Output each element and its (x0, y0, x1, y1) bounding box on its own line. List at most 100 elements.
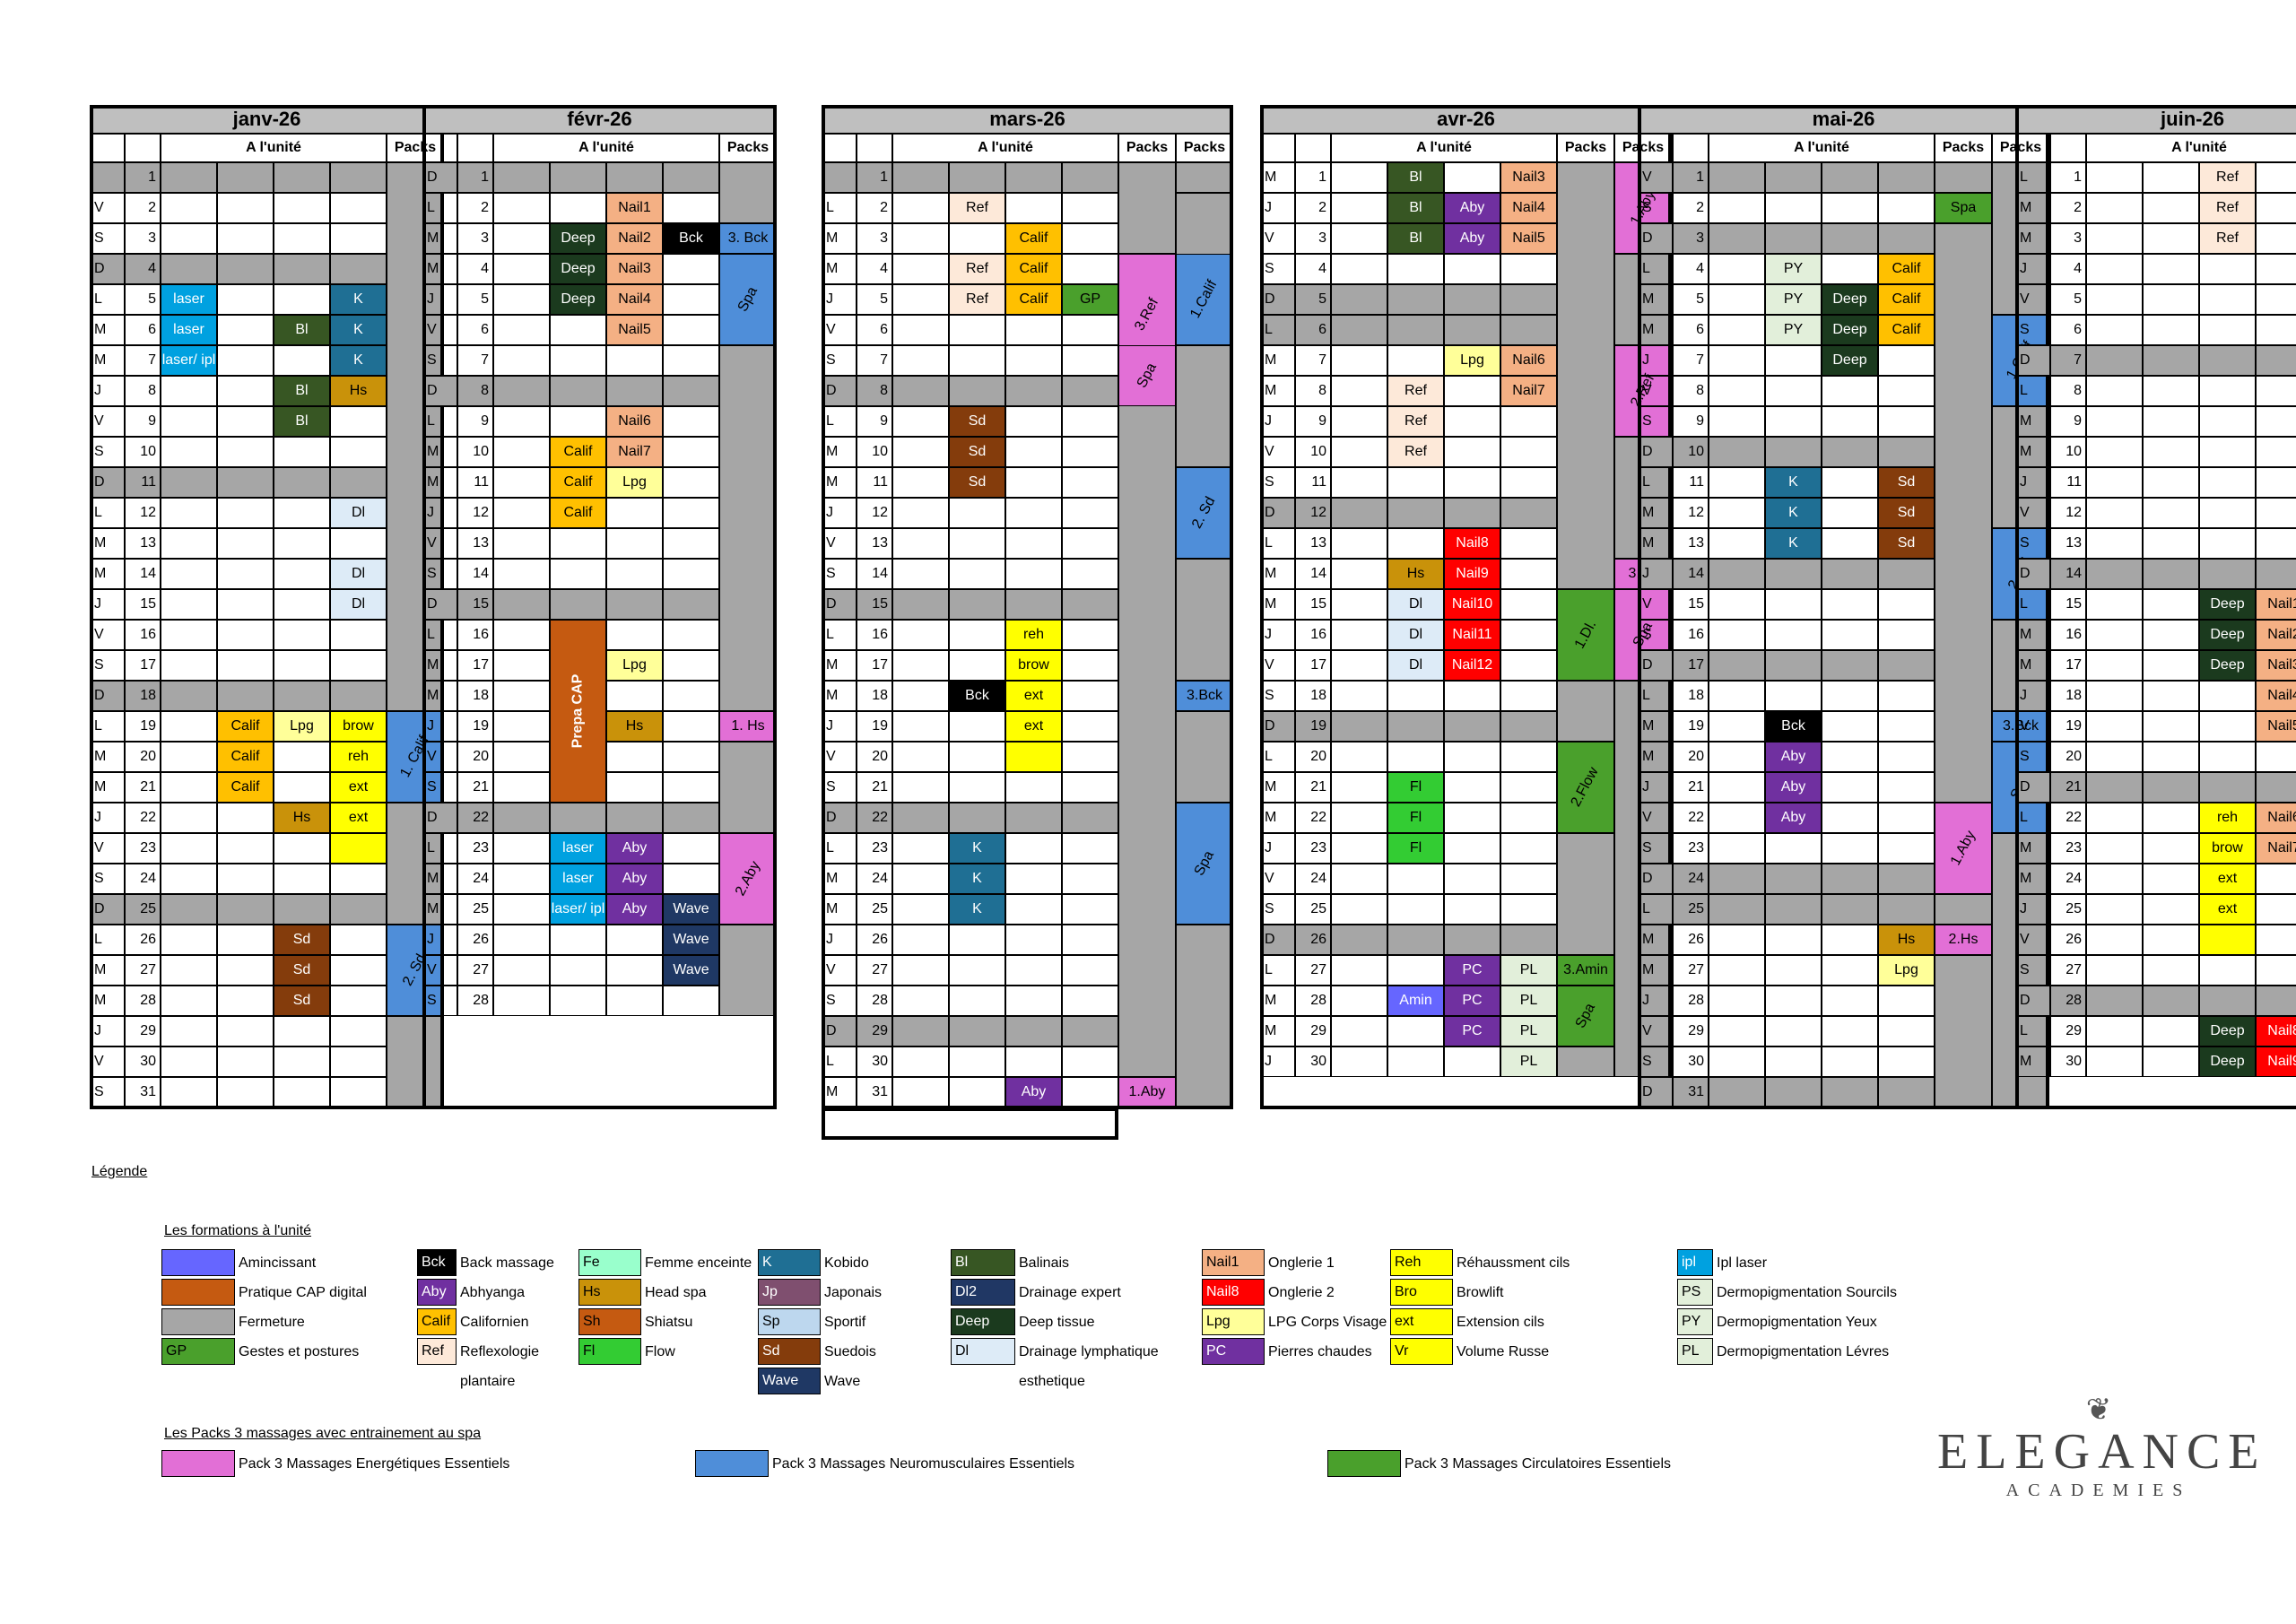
day-letter: V (90, 620, 125, 650)
pack-block: 1.Calif (1176, 254, 1233, 345)
legend-label: Pierres chaudes (1268, 1344, 1372, 1359)
day-letter: L (2015, 162, 2050, 193)
day-number: 31 (1673, 1077, 1709, 1107)
day-number: 7 (1295, 345, 1331, 376)
pack-label: Spa (1950, 200, 1977, 215)
day-letter: L (1260, 955, 1295, 986)
course-cell: PL (1500, 1046, 1557, 1077)
slot-cell (1444, 284, 1500, 315)
slot-cell (1878, 772, 1935, 803)
course-cell: ext (2199, 864, 2256, 894)
slot-cell (949, 345, 1005, 376)
day-number: 20 (125, 742, 161, 772)
course-cell: laser (161, 284, 217, 315)
day-letter: V (90, 193, 125, 223)
slot-cell (1822, 559, 1878, 589)
slot-cell (330, 864, 387, 894)
slot-cell (2086, 345, 2143, 376)
slot-cell (1331, 772, 1387, 803)
day-number: 2 (457, 193, 493, 223)
slot-cell (2086, 589, 2143, 620)
day-letter: J (1638, 559, 1673, 589)
slot-cell (1500, 772, 1557, 803)
day-number: 24 (457, 864, 493, 894)
day-letter: D (2015, 345, 2050, 376)
slot-cell (493, 162, 550, 193)
day-letter: M (822, 437, 857, 467)
slot-cell (1444, 894, 1500, 925)
day-number: 1 (1673, 162, 1709, 193)
day-letter: J (422, 711, 457, 742)
course-cell: laser (161, 315, 217, 345)
day-letter: V (822, 742, 857, 772)
slot-cell (1005, 498, 1062, 528)
slot-cell (663, 681, 719, 711)
course-cell: Calif (550, 437, 606, 467)
slot-cell (1878, 589, 1935, 620)
slot-cell (1822, 406, 1878, 437)
slot-cell (330, 955, 387, 986)
day-number: 7 (2050, 345, 2086, 376)
day-number: 22 (1295, 803, 1331, 833)
slot-cell (2143, 1016, 2199, 1046)
day-number: 31 (125, 1077, 161, 1107)
slot-cell (1500, 528, 1557, 559)
slot-cell (550, 376, 606, 406)
course-cell: Sd (1878, 467, 1935, 498)
day-number: 13 (457, 528, 493, 559)
pack-legend-label: Pack 3 Massages Energétiques Essentiels (239, 1456, 510, 1472)
day-letter: D (822, 803, 857, 833)
slot-cell (1822, 803, 1878, 833)
day-number: 12 (125, 498, 161, 528)
slot-cell (663, 284, 719, 315)
slot-cell (1005, 864, 1062, 894)
slot-cell (274, 467, 330, 498)
day-letter: M (90, 315, 125, 345)
day-number: 23 (857, 833, 892, 864)
course-cell: brow (330, 711, 387, 742)
day-number: 10 (2050, 437, 2086, 467)
day-letter: V (90, 833, 125, 864)
slot-cell (1878, 223, 1935, 254)
day-number: 27 (2050, 955, 2086, 986)
slot-cell (550, 986, 606, 1016)
pack-closed (1176, 711, 1233, 803)
slot-cell (1062, 345, 1118, 376)
day-letter: J (90, 589, 125, 620)
day-number: 16 (125, 620, 161, 650)
course-cell: Bl (274, 406, 330, 437)
day-letter: M (1260, 162, 1295, 193)
slot-cell (1005, 193, 1062, 223)
day-number: 15 (125, 589, 161, 620)
slot-cell (1709, 345, 1765, 376)
day-letter: M (822, 467, 857, 498)
slot-cell (1331, 162, 1387, 193)
slot-cell (1331, 589, 1387, 620)
slot-cell (217, 803, 274, 833)
slot-cell (2256, 559, 2296, 589)
slot-cell (2086, 955, 2143, 986)
slot-cell (663, 162, 719, 193)
slot-cell (892, 589, 949, 620)
month-title: mars-26 (822, 105, 1233, 134)
day-number: 29 (1673, 1016, 1709, 1046)
day-letter: D (1260, 925, 1295, 955)
day-number: 17 (1673, 650, 1709, 681)
pack-legend-swatch (1327, 1450, 1401, 1477)
day-number: 14 (1295, 559, 1331, 589)
pack-block: 1. Calif (387, 711, 444, 803)
day-number: 23 (1295, 833, 1331, 864)
slot-cell (161, 1046, 217, 1077)
day-number: 18 (1295, 681, 1331, 711)
day-letter: D (822, 589, 857, 620)
legend-swatch: PC (1202, 1338, 1265, 1365)
course-cell: Ref (949, 254, 1005, 284)
slot-cell (217, 925, 274, 955)
day-number: 15 (857, 589, 892, 620)
course-cell: Sd (274, 925, 330, 955)
legend-label: Abhyanga (460, 1285, 526, 1300)
slot-cell (2086, 559, 2143, 589)
slot-cell (2143, 315, 2199, 345)
day-number: 5 (1295, 284, 1331, 315)
slot-cell (1387, 284, 1444, 315)
